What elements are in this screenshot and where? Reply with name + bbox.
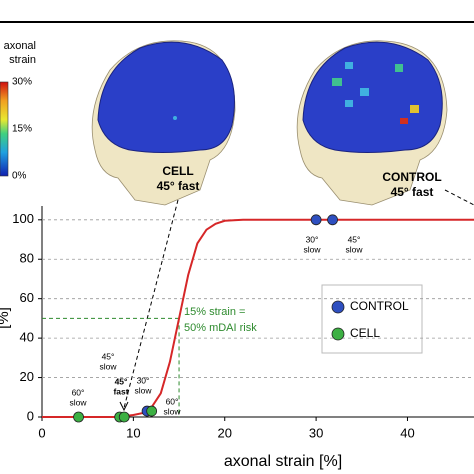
x-tick-label: 30 [309,425,323,440]
image-label: CELL [162,164,193,178]
skull-image [296,40,448,206]
arrow-head [119,401,129,412]
curve [42,218,474,418]
x-axis-label: axonal strain [%] [224,453,342,470]
point [73,411,84,423]
point [310,214,322,226]
point-label: 45° [102,351,115,361]
colorbar-tick-label: 15% [12,124,32,135]
y-axis-label: [%] [0,307,12,329]
legend-label: CELL [350,326,380,340]
skull-image [91,40,236,206]
colorbar-tick-label: 0% [12,171,27,182]
image-label: 45° fast [391,185,434,199]
point-label: slow [69,397,87,407]
point-label: 45° [348,234,361,244]
arrow [444,189,474,206]
threshold-label: 15% strain = [184,306,245,318]
x-tick-label: 20 [218,425,232,440]
x-tick-label: 40 [400,425,414,440]
point [327,214,338,226]
y-tick-label: 80 [20,251,34,266]
point-label: 60° [166,396,179,406]
point-label: slow [345,244,363,254]
y-tick-label: 0 [27,408,34,423]
colorbar-tick-label: 30% [12,77,32,88]
point-label: 30° [137,375,150,385]
point-label: slow [163,406,181,416]
y-tick-label: 40 [20,330,34,345]
legend-marker [331,327,345,341]
colorbar [0,81,9,177]
x-tick-label: 10 [126,425,140,440]
legend-marker [331,300,345,314]
point-label: slow [99,361,117,371]
colorbar-title: axonal [4,40,36,52]
point-label: 45° [115,376,128,386]
point [118,411,130,423]
point-label: slow [134,385,152,395]
legend [321,284,423,354]
point-label: 60° [72,387,85,397]
point-label: slow [303,244,321,254]
image-label: 45° fast [157,179,200,193]
point [146,405,158,417]
image-label: CONTROL [382,170,441,184]
point-label: fast [113,386,128,396]
y-tick-label: 100 [12,211,34,226]
y-tick-label: 60 [20,290,34,305]
colorbar-title: strain [9,54,36,66]
y-tick-label: 20 [20,369,34,384]
threshold-label: 50% mDAI risk [184,322,257,334]
x-tick-label: 0 [38,425,45,440]
point-label: 30° [306,234,319,244]
arrow [123,199,179,409]
legend-label: CONTROL [350,299,409,313]
